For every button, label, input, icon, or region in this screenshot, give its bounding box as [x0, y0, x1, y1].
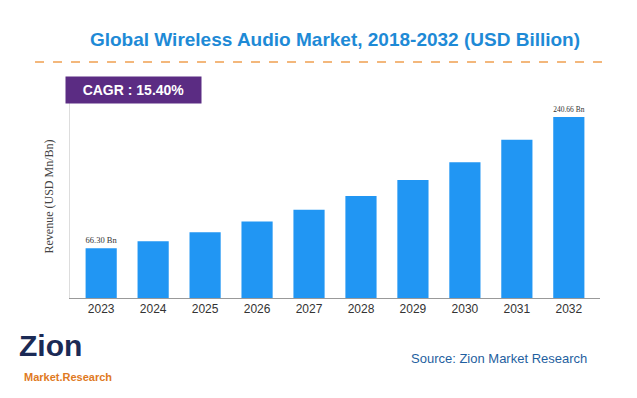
- svg-text:2024: 2024: [140, 302, 167, 316]
- svg-text:2026: 2026: [244, 302, 271, 316]
- svg-text:2029: 2029: [400, 302, 427, 316]
- svg-text:CAGR : 15.40%: CAGR : 15.40%: [83, 82, 185, 98]
- svg-text:2027: 2027: [296, 302, 323, 316]
- svg-text:Market.Research: Market.Research: [24, 371, 112, 383]
- svg-text:66.30 Bn: 66.30 Bn: [86, 235, 118, 245]
- svg-text:Zion: Zion: [19, 329, 82, 362]
- svg-text:Global Wireless Audio Market,: Global Wireless Audio Market, 2018-2032 …: [90, 29, 580, 50]
- svg-text:2031: 2031: [504, 302, 531, 316]
- svg-text:2023: 2023: [88, 302, 115, 316]
- svg-text:2028: 2028: [348, 302, 375, 316]
- svg-text:240.66 Bn: 240.66 Bn: [553, 105, 584, 114]
- svg-text:Source: Zion Market Research: Source: Zion Market Research: [411, 351, 587, 366]
- svg-text:2025: 2025: [192, 302, 219, 316]
- svg-text:2032: 2032: [555, 302, 582, 316]
- svg-text:2030: 2030: [452, 302, 479, 316]
- svg-text:Revenue (USD Mn/Bn): Revenue (USD Mn/Bn): [42, 140, 56, 254]
